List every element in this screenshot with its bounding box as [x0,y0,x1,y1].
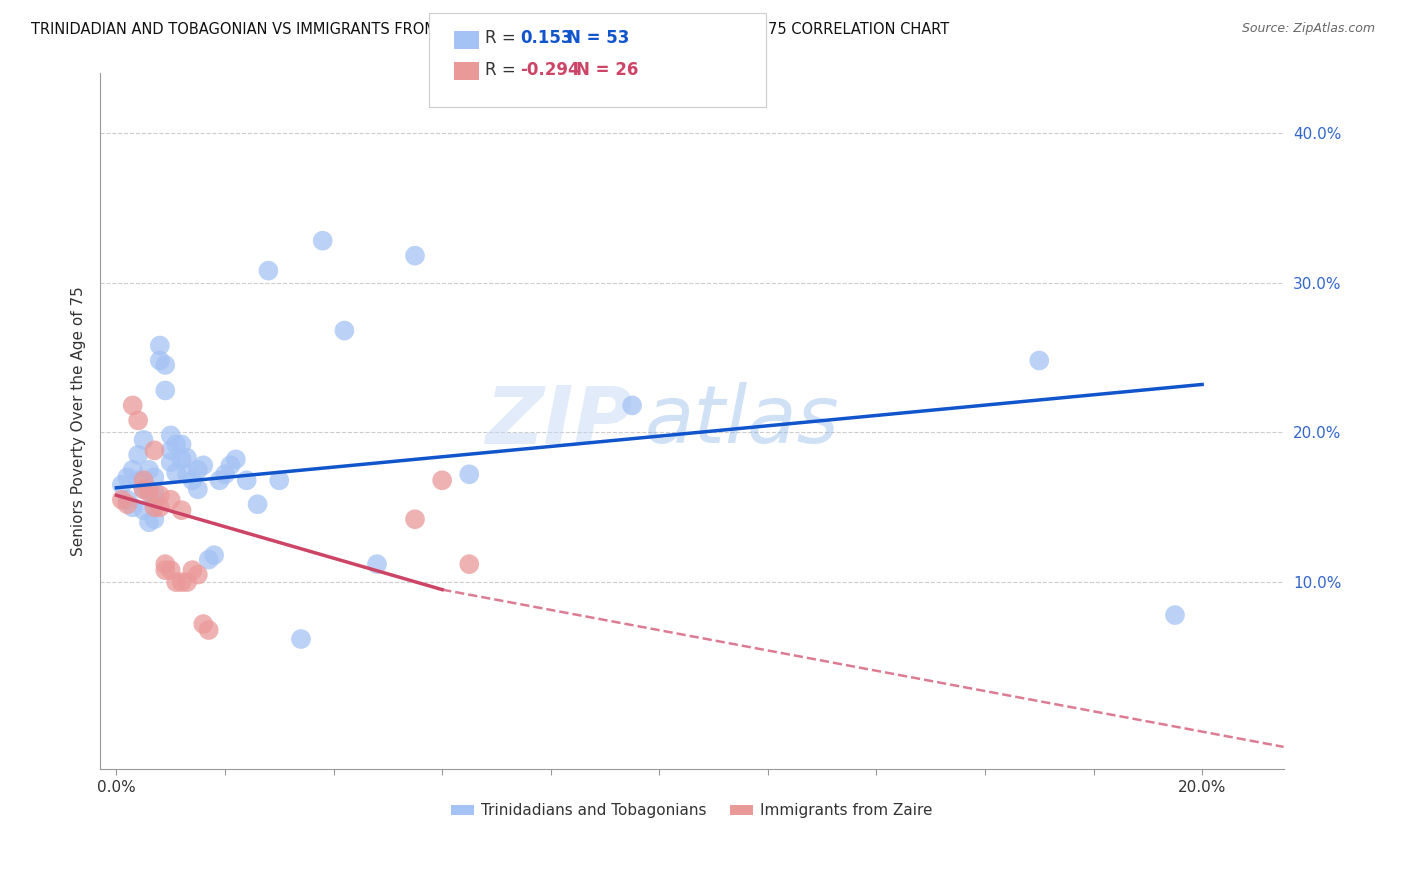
Point [132,483,155,497]
Point [197,623,219,637]
Point [430,473,453,487]
Point [187,567,209,582]
Point [1164,608,1187,623]
Text: R =: R = [485,61,516,78]
Point [111,492,134,507]
Point [225,452,247,467]
Point [159,428,181,442]
Point [621,399,644,413]
Point [1028,353,1050,368]
Text: atlas: atlas [644,382,839,460]
Text: 0.153: 0.153 [520,29,572,47]
Point [127,413,149,427]
Point [366,557,388,571]
Point [187,463,209,477]
Point [176,575,198,590]
Point [290,632,312,646]
Point [138,515,160,529]
Point [257,263,280,277]
Point [159,443,181,458]
Point [458,467,481,482]
Point [181,473,204,487]
Y-axis label: Seniors Poverty Over the Age of 75: Seniors Poverty Over the Age of 75 [72,286,86,556]
Point [111,477,134,491]
Point [208,473,231,487]
Point [165,575,187,590]
Point [170,452,193,467]
Point [181,563,204,577]
Point [197,552,219,566]
Point [246,497,269,511]
Point [333,324,356,338]
Point [214,467,236,482]
Point [143,485,166,500]
Point [312,234,335,248]
Text: ZIP: ZIP [485,382,633,460]
Point [269,473,291,487]
Point [170,575,193,590]
Point [170,503,193,517]
Point [138,483,160,497]
Point [149,500,172,515]
Point [458,557,481,571]
Point [132,473,155,487]
Point [159,492,181,507]
Point [138,463,160,477]
Text: Source: ZipAtlas.com: Source: ZipAtlas.com [1241,22,1375,36]
Point [132,503,155,517]
Point [121,463,143,477]
Point [155,557,177,571]
Point [170,437,193,451]
Point [155,384,177,398]
Point [121,500,143,515]
Point [235,473,257,487]
Text: TRINIDADIAN AND TOBAGONIAN VS IMMIGRANTS FROM ZAIRE SENIORS POVERTY OVER THE AGE: TRINIDADIAN AND TOBAGONIAN VS IMMIGRANTS… [31,22,949,37]
Point [193,617,215,632]
Point [117,492,139,507]
Point [202,548,225,562]
Point [176,450,198,465]
Point [149,488,172,502]
Point [159,455,181,469]
Point [149,338,172,352]
Point [143,512,166,526]
Point [117,497,139,511]
Point [193,458,215,473]
Text: N = 26: N = 26 [576,61,638,78]
Point [143,492,166,507]
Point [159,563,181,577]
Text: -0.294: -0.294 [520,61,579,78]
Point [127,473,149,487]
Point [404,512,426,526]
Point [121,399,143,413]
Point [165,466,187,480]
Point [132,433,155,447]
Point [155,358,177,372]
Point [143,443,166,458]
Point [143,470,166,484]
Point [138,485,160,500]
Text: R =: R = [485,29,516,47]
Point [117,470,139,484]
Point [127,448,149,462]
Text: N = 53: N = 53 [567,29,628,47]
Legend: Trinidadians and Tobagonians, Immigrants from Zaire: Trinidadians and Tobagonians, Immigrants… [444,797,939,824]
Point [165,437,187,451]
Point [176,467,198,482]
Point [187,483,209,497]
Point [404,249,426,263]
Point [155,563,177,577]
Point [149,353,172,368]
Point [132,483,155,497]
Point [143,500,166,515]
Point [219,458,242,473]
